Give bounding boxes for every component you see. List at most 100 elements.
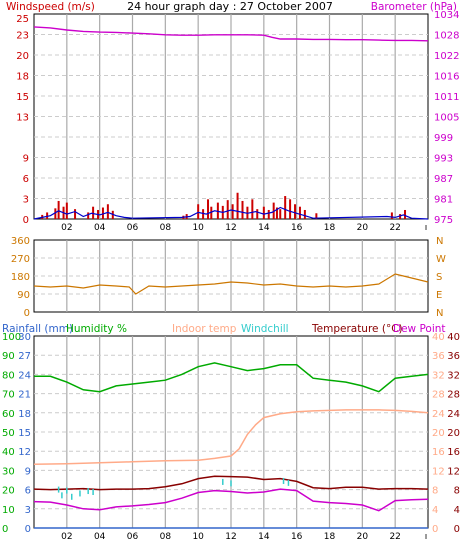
temperature-label: Temperature (°C) xyxy=(311,323,403,335)
hour-tick-label: 16 xyxy=(291,223,303,233)
temperature-tick: 32 xyxy=(447,370,460,381)
humidity-label: Humidity % xyxy=(66,323,127,335)
graph-title: 24 hour graph day : 27 October 2007 xyxy=(127,0,333,13)
indoor-temp-tick: 4 xyxy=(432,505,438,516)
barometer-line xyxy=(33,26,429,42)
windspeed-axis-label: Windspeed (m/s) xyxy=(6,1,95,13)
indoor-temp-tick: 16 xyxy=(432,447,445,458)
hour-tick-label: 04 xyxy=(94,532,106,542)
compass-letter: E xyxy=(436,290,442,301)
hour-tick-label: 22 xyxy=(389,532,400,542)
humidity-tick: 60 xyxy=(2,409,15,420)
hour-tick-label: ı xyxy=(425,532,428,542)
direction-tick: 90 xyxy=(17,290,30,301)
hour-tick-label: 14 xyxy=(258,223,270,233)
indoor-temp-tick: 32 xyxy=(432,370,445,381)
indoor-temp-tick: 36 xyxy=(432,351,445,362)
direction-tick: 360 xyxy=(11,236,30,247)
windspeed-tick: 25 xyxy=(16,14,29,25)
hour-tick-label: 10 xyxy=(192,223,204,233)
humidity-tick: 30 xyxy=(2,466,15,477)
temperature-tick: 40 xyxy=(447,332,460,343)
indoor-temp-label: Indoor temp xyxy=(172,323,237,335)
hour-tick-label: 04 xyxy=(94,223,106,233)
humidity-tick: 40 xyxy=(2,447,15,458)
temperature-tick: 4 xyxy=(454,505,460,516)
hour-tick-label: 10 xyxy=(192,532,204,542)
temperature-tick: 20 xyxy=(447,428,460,439)
windspeed-tick: 3 xyxy=(23,195,29,206)
rainfall-tick: 15 xyxy=(18,428,31,439)
barometer-tick: 975 xyxy=(434,215,453,226)
rainfall-tick: 27 xyxy=(18,351,31,362)
direction-tick: 0 xyxy=(24,308,30,319)
indoor-temp-tick: 0 xyxy=(432,524,438,535)
hour-tick-label: 18 xyxy=(324,532,336,542)
dewpoint-label: Dew Point xyxy=(393,323,446,335)
windspeed-tick: 23 xyxy=(16,31,29,42)
temperature-tick: 16 xyxy=(447,447,460,458)
rainfall-tick: 12 xyxy=(18,447,31,458)
barometer-tick: 1022 xyxy=(434,51,459,62)
barometer-tick: 1011 xyxy=(434,92,459,103)
rainfall-tick: 3 xyxy=(25,505,31,516)
indoor-temp-tick: 20 xyxy=(432,428,445,439)
rainfall-tick: 18 xyxy=(18,409,31,420)
direction-tick: 180 xyxy=(11,272,30,283)
compass-letter: S xyxy=(436,272,442,283)
rainfall-tick: 0 xyxy=(25,524,31,535)
barometer-tick: 999 xyxy=(434,133,453,144)
hour-tick-label: 08 xyxy=(160,223,172,233)
hour-tick-label: 18 xyxy=(324,223,336,233)
indoor-temp-tick: 24 xyxy=(432,409,445,420)
humidity-tick: 0 xyxy=(2,524,8,535)
windchill-label: Windchill xyxy=(241,323,289,335)
humidity-tick: 20 xyxy=(2,486,15,497)
humidity-tick: 90 xyxy=(2,351,15,362)
windspeed-tick: 9 xyxy=(23,154,29,165)
humidity-line xyxy=(34,362,429,393)
hour-tick-label: 20 xyxy=(357,532,369,542)
humidity-tick: 100 xyxy=(2,332,21,343)
dewpoint-line xyxy=(33,488,429,512)
rainfall-tick: 9 xyxy=(25,466,31,477)
barometer-tick: 1034 xyxy=(434,10,459,21)
hour-tick-label: ı xyxy=(425,223,428,233)
barometer-tick: 987 xyxy=(434,174,453,185)
barometer-tick: 1005 xyxy=(434,113,459,124)
temperature-tick: 28 xyxy=(447,390,460,401)
temperature-line xyxy=(33,475,429,491)
hour-tick-label: 02 xyxy=(61,532,72,542)
barometer-tick: 981 xyxy=(434,195,453,206)
hour-tick-label: 22 xyxy=(389,223,400,233)
temperature-tick: 12 xyxy=(447,466,460,477)
windspeed-tick: 20 xyxy=(16,51,29,62)
hour-tick-label: 12 xyxy=(225,223,236,233)
hour-tick-label: 06 xyxy=(127,532,139,542)
barometer-axis-label: Barometer (hPa) xyxy=(371,1,457,13)
compass-letter: N xyxy=(436,308,443,319)
humidity-tick: 50 xyxy=(2,428,15,439)
humidity-tick: 80 xyxy=(2,370,15,381)
hour-tick-label: 12 xyxy=(225,532,236,542)
indoor-temp-tick: 28 xyxy=(432,390,445,401)
windspeed-tick: 18 xyxy=(16,72,29,83)
hour-tick-label: 06 xyxy=(127,223,139,233)
indoor-temp-tick: 40 xyxy=(432,332,445,343)
rainfall-tick: 6 xyxy=(25,486,31,497)
wind-direction-line xyxy=(33,273,429,295)
rainfall-tick: 24 xyxy=(18,370,31,381)
rainfall-tick: 21 xyxy=(18,390,31,401)
indoor-temp-line xyxy=(33,409,429,465)
compass-letter: W xyxy=(436,254,446,265)
hour-tick-label: 14 xyxy=(258,532,270,542)
hour-tick-label: 02 xyxy=(61,223,72,233)
temperature-tick: 8 xyxy=(454,486,460,497)
temperature-tick: 24 xyxy=(447,409,460,420)
windspeed-tick: 13 xyxy=(16,113,29,124)
barometer-tick: 1016 xyxy=(434,72,459,83)
direction-tick: 270 xyxy=(11,254,30,265)
indoor-temp-tick: 8 xyxy=(432,486,438,497)
barometer-tick: 993 xyxy=(434,154,453,165)
